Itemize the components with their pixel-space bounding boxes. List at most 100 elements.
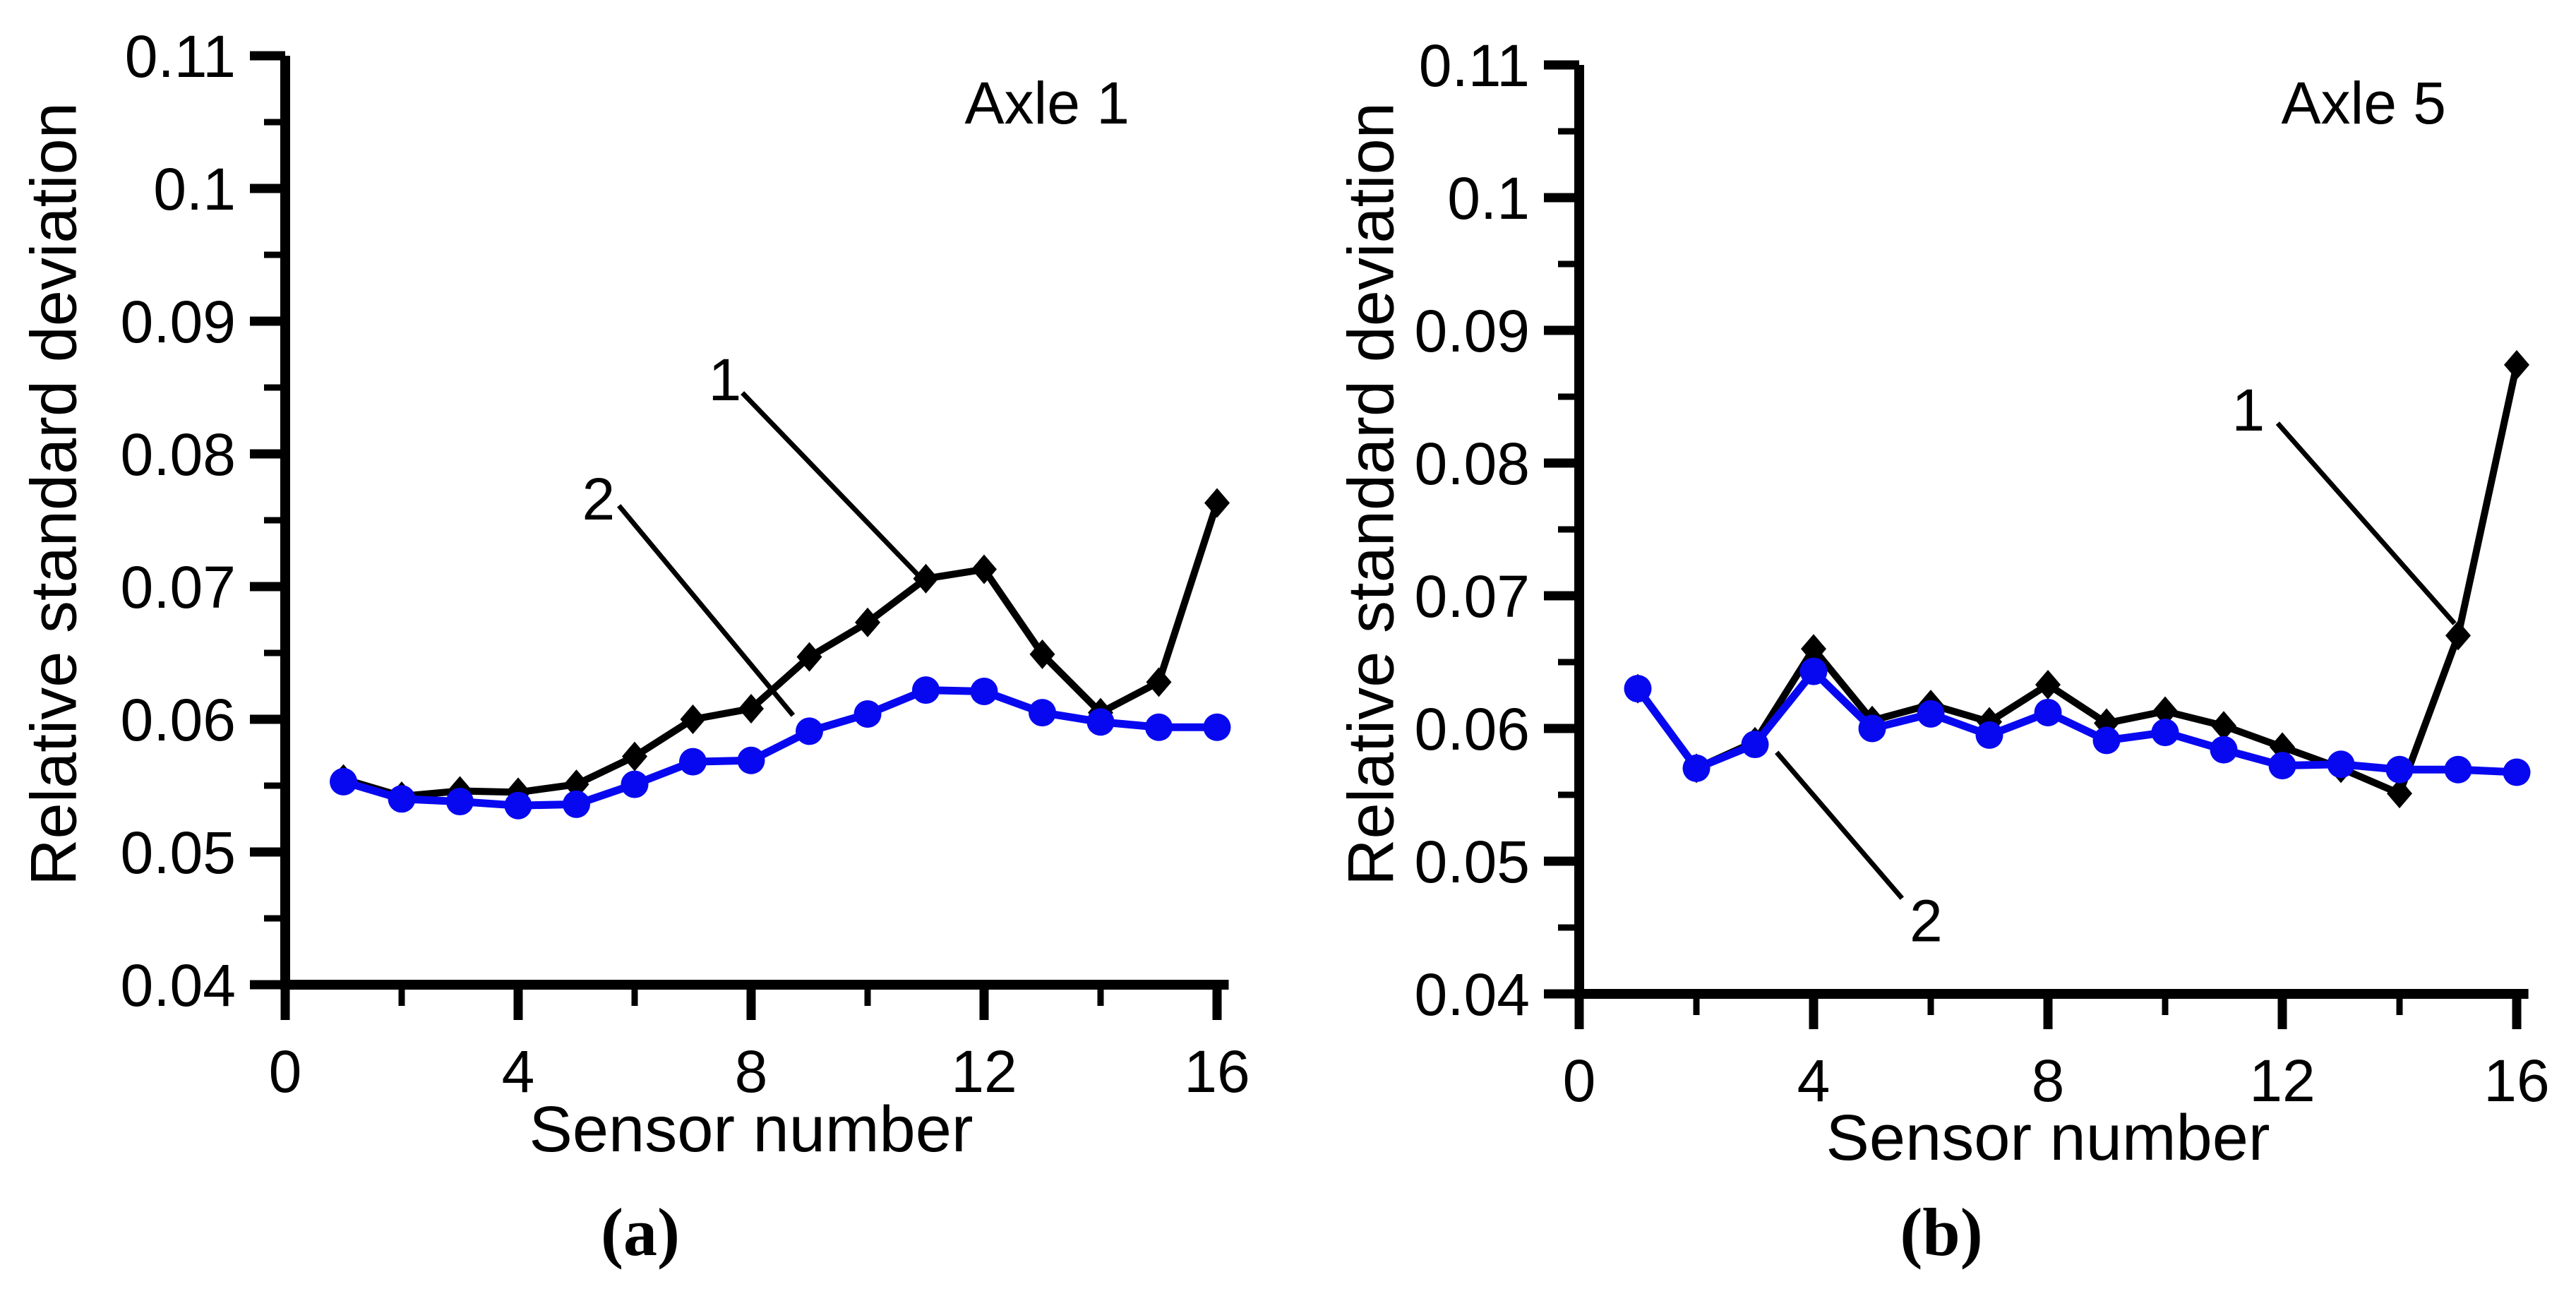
circle-marker bbox=[504, 791, 532, 820]
y-tick-label: 0.04 bbox=[1415, 961, 1530, 1028]
diamond-marker bbox=[563, 769, 589, 800]
circle-marker bbox=[737, 746, 765, 774]
diamond-marker bbox=[796, 642, 822, 672]
y-tick-label: 0.11 bbox=[1419, 32, 1530, 99]
corner-label-axle-1: Axle 1 bbox=[964, 70, 1130, 136]
callout-leader-line-1 bbox=[2275, 421, 2457, 625]
x-tick-label: 8 bbox=[2032, 1048, 2065, 1114]
y-axis-title-a: Relative standard deviation bbox=[18, 102, 90, 886]
diamond-marker bbox=[2387, 779, 2412, 809]
series-2-a bbox=[330, 676, 1231, 820]
circle-marker bbox=[563, 790, 590, 818]
series-1-a bbox=[330, 488, 1230, 812]
circle-marker bbox=[330, 767, 357, 796]
y-tick-label: 0.08 bbox=[1415, 431, 1530, 497]
callout-label-1: 1 bbox=[709, 347, 742, 413]
circle-marker bbox=[1741, 731, 1769, 759]
circle-marker bbox=[1858, 714, 1886, 743]
x-tick-label: 0 bbox=[269, 1038, 302, 1105]
y-tick-label: 0.1 bbox=[1447, 165, 1530, 232]
circle-marker bbox=[2327, 750, 2355, 779]
circle-marker bbox=[970, 678, 998, 706]
x-tick-label: 4 bbox=[1797, 1048, 1831, 1114]
diamond-marker bbox=[680, 704, 706, 734]
callout-label-2: 2 bbox=[1910, 888, 1943, 954]
diamond-marker bbox=[971, 554, 997, 584]
diamond-marker bbox=[2211, 711, 2236, 741]
y-tick-label: 0.09 bbox=[1415, 298, 1530, 364]
circle-marker bbox=[2385, 755, 2414, 784]
diamond-marker bbox=[622, 741, 647, 772]
diamond-marker bbox=[2445, 620, 2471, 651]
panel-label-b: (b) bbox=[1900, 1194, 1983, 1270]
y-tick-label: 0.07 bbox=[1415, 563, 1530, 630]
y-tick-label: 0.08 bbox=[121, 421, 236, 488]
circle-marker bbox=[388, 785, 416, 813]
y-tick-label: 0.05 bbox=[121, 820, 236, 886]
diamond-marker bbox=[1801, 634, 1826, 664]
circle-marker bbox=[621, 770, 649, 798]
diamond-marker bbox=[2035, 669, 2061, 700]
series-2-line bbox=[342, 686, 1217, 810]
circle-marker bbox=[2210, 736, 2238, 764]
diamond-marker bbox=[1204, 488, 1230, 518]
x-tick-label: 12 bbox=[2249, 1048, 2315, 1114]
circle-marker bbox=[796, 717, 823, 745]
callout-leader-line-1 bbox=[741, 391, 920, 577]
y-axis-title-b: Relative standard deviation bbox=[1335, 102, 1408, 886]
y-tick-label: 0.1 bbox=[153, 156, 236, 222]
circle-marker bbox=[2503, 758, 2531, 786]
callout-label-2: 2 bbox=[582, 466, 615, 532]
circle-marker bbox=[2092, 726, 2121, 755]
circle-marker bbox=[1917, 700, 1945, 728]
y-tick-label: 0.09 bbox=[121, 289, 236, 355]
diamond-marker bbox=[913, 563, 939, 594]
circle-marker bbox=[853, 700, 882, 728]
corner-label-axle-5: Axle 5 bbox=[2281, 70, 2446, 136]
callout-leader-line-2 bbox=[617, 504, 796, 717]
callout-leader-line-2 bbox=[1775, 750, 1904, 900]
x-tick-label: 0 bbox=[1563, 1048, 1596, 1114]
circle-marker bbox=[1145, 713, 1173, 741]
y-tick-label: 0.07 bbox=[121, 554, 236, 620]
circle-marker bbox=[1086, 708, 1115, 736]
y-tick-label: 0.04 bbox=[121, 952, 236, 1019]
circle-marker bbox=[2444, 755, 2472, 784]
x-tick-label: 12 bbox=[951, 1038, 1017, 1105]
circle-marker bbox=[1682, 754, 1711, 782]
x-tick-label: 8 bbox=[735, 1038, 768, 1105]
circle-marker bbox=[1029, 699, 1056, 727]
circle-marker bbox=[1624, 675, 1652, 703]
x-axis-title-a: Sensor number bbox=[529, 1093, 974, 1165]
x-axis-title-b: Sensor number bbox=[1826, 1102, 2270, 1174]
circle-marker bbox=[446, 788, 474, 816]
series-1-line bbox=[1634, 364, 2520, 798]
diamond-marker bbox=[2152, 696, 2178, 726]
circle-marker bbox=[1975, 721, 2003, 749]
y-tick-label: 0.06 bbox=[1415, 696, 1530, 762]
series-2-line bbox=[1634, 667, 2517, 776]
circle-marker bbox=[2268, 752, 2296, 780]
series-1-line bbox=[342, 502, 1221, 800]
panel-label-a: (a) bbox=[601, 1194, 680, 1270]
diamond-marker bbox=[1146, 667, 1172, 697]
circle-marker bbox=[1799, 657, 1828, 685]
series-2-b bbox=[1624, 657, 2531, 786]
circle-marker bbox=[1203, 713, 1231, 741]
y-tick-label: 0.06 bbox=[121, 687, 236, 753]
diamond-marker bbox=[738, 693, 764, 724]
x-tick-label: 16 bbox=[2484, 1048, 2549, 1114]
y-tick-label: 0.05 bbox=[1415, 829, 1530, 895]
circle-marker bbox=[679, 748, 707, 776]
x-tick-label: 16 bbox=[1184, 1038, 1250, 1105]
y-tick-label: 0.11 bbox=[125, 23, 236, 90]
diamond-marker bbox=[855, 607, 880, 637]
diamond-marker bbox=[2504, 349, 2529, 380]
callout-label-1: 1 bbox=[2232, 377, 2265, 443]
diamond-marker bbox=[1029, 639, 1055, 669]
circle-marker bbox=[912, 676, 940, 704]
